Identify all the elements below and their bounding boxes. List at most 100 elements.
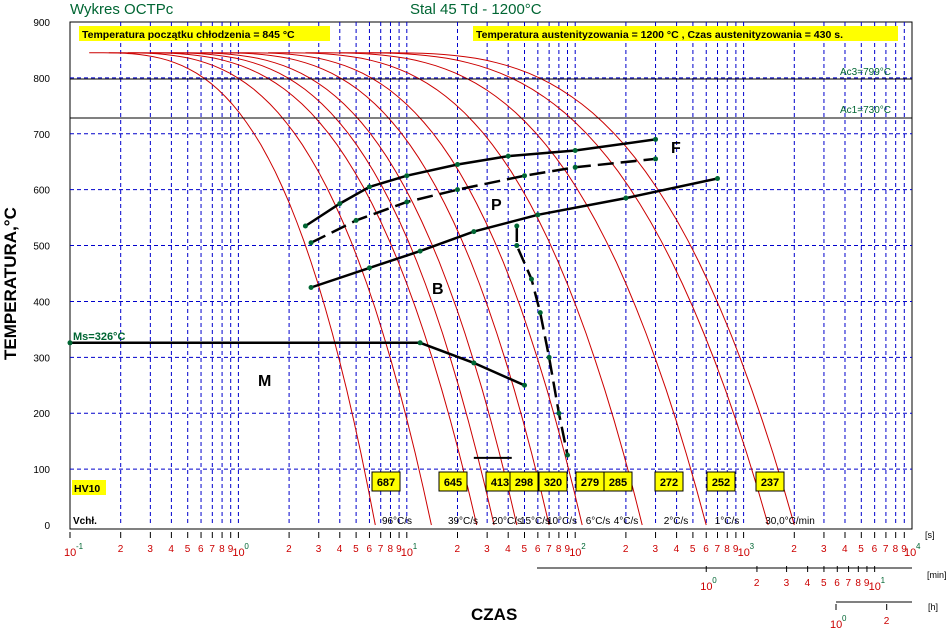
transformation-point xyxy=(404,199,410,205)
transformation-point xyxy=(546,354,552,360)
plot-area xyxy=(69,21,913,530)
transformation-point xyxy=(454,187,460,193)
seconds-axis-digit: 5 xyxy=(858,544,864,555)
minutes-axis-digit: 7 xyxy=(846,578,852,589)
y-tick-label: 500 xyxy=(33,242,50,253)
hardness-value: 320 xyxy=(544,477,562,489)
transformation-point xyxy=(535,212,541,218)
hardness-box xyxy=(603,471,633,492)
seconds-axis-digit: 4 xyxy=(505,544,511,555)
transformation-point xyxy=(514,223,520,229)
seconds-axis-digit: 3 xyxy=(821,544,827,555)
seconds-axis-digit: 3 xyxy=(316,544,322,555)
cooling-curve xyxy=(305,52,707,526)
hardness-value: 413 xyxy=(491,477,509,489)
hardness-value: 298 xyxy=(515,477,533,489)
cooling-rate-label: 15°C/s xyxy=(520,516,550,527)
transformation-point xyxy=(528,276,534,282)
seconds-axis-digit: 5 xyxy=(353,544,359,555)
hardness-boxes: 687 645 413 298 320 279 285 272 252 237 xyxy=(371,471,785,492)
cooling-curve xyxy=(268,52,643,526)
hv-title: HV10 xyxy=(74,483,100,495)
transformation-point xyxy=(404,173,410,179)
seconds-axis-exponent: -1 xyxy=(76,542,84,551)
seconds-axis-exponent: 2 xyxy=(581,542,586,551)
cooling-rate-label: 30,0°C/min xyxy=(765,516,815,527)
transformation-point xyxy=(302,223,308,229)
seconds-axis-digit: 7 xyxy=(378,544,384,555)
seconds-axis-digit: 5 xyxy=(522,544,528,555)
seconds-axis-digit: 3 xyxy=(147,544,153,555)
y-tick-label: 600 xyxy=(33,186,50,197)
aust-box xyxy=(473,26,898,41)
y-tick-label: 900 xyxy=(33,18,50,29)
seconds-axis-digit: 6 xyxy=(535,544,541,555)
transformation-point xyxy=(505,153,511,159)
seconds-axis-digit: 2 xyxy=(454,544,460,555)
transformation-point xyxy=(471,360,477,366)
transformation-point xyxy=(556,410,562,416)
hardness-value: 279 xyxy=(581,477,599,489)
transformation-point xyxy=(572,148,578,154)
minutes-axis-digit: 9 xyxy=(864,578,870,589)
seconds-axis-digit: 2 xyxy=(623,544,629,555)
seconds-axis-digit: 2 xyxy=(286,544,292,555)
hardness-box xyxy=(371,471,401,492)
seconds-axis-digit: 7 xyxy=(209,544,215,555)
transformation-point xyxy=(366,265,372,271)
y-tick-label: 0 xyxy=(44,521,50,532)
cooling-rate-label: 10°C/s xyxy=(547,516,577,527)
y-tick-label: 200 xyxy=(33,409,50,420)
seconds-axis-digit: 7 xyxy=(883,544,889,555)
minutes-axis-digit: 2 xyxy=(754,578,760,589)
transformation-point xyxy=(715,175,721,181)
seconds-axis-digit: 4 xyxy=(842,544,848,555)
transformation-point xyxy=(417,340,423,346)
y-axis-title: TEMPERATURA,°C xyxy=(1,207,20,360)
region-ferrite: F xyxy=(671,140,681,157)
seconds-axis-exponent: 4 xyxy=(916,542,921,551)
seconds-axis-digit: 4 xyxy=(337,544,343,555)
transformation-point xyxy=(537,310,543,316)
cooling-curve xyxy=(230,52,583,526)
hardness-box xyxy=(509,471,539,492)
minutes-axis-digit: 6 xyxy=(834,578,840,589)
seconds-axis-exponent: 0 xyxy=(244,542,249,551)
transformation-line xyxy=(304,138,656,228)
transformation-point xyxy=(353,217,359,223)
hardness-value: 272 xyxy=(660,477,678,489)
seconds-axis-digit: 9 xyxy=(901,544,907,555)
transformation-point xyxy=(653,156,659,162)
seconds-axis-digit: 7 xyxy=(715,544,721,555)
region-bainite: B xyxy=(432,281,444,298)
y-tick-label: 800 xyxy=(33,74,50,85)
seconds-axis-digit: 9 xyxy=(396,544,402,555)
seconds-axis-decade: 10 xyxy=(401,547,413,559)
hardness-box xyxy=(654,471,684,492)
start-temp-label: Temperatura początku chłodzenia = 845 °C xyxy=(82,29,295,41)
region-pearlite: P xyxy=(491,197,502,214)
transformation-point xyxy=(514,243,520,249)
transformation-point xyxy=(366,184,372,190)
seconds-axis-digit: 8 xyxy=(556,544,562,555)
transformation-point xyxy=(471,229,477,235)
seconds-axis-digit: 4 xyxy=(674,544,680,555)
cooling-rate-label: 6°C/s xyxy=(586,516,611,527)
transformation-point xyxy=(337,201,343,207)
seconds-axis-digit: 6 xyxy=(198,544,204,555)
seconds-axis-digit: 8 xyxy=(893,544,899,555)
minutes-axis-digit: 5 xyxy=(821,578,827,589)
seconds-axis-decade: 10 xyxy=(232,547,244,559)
hours-axis-exponent: 0 xyxy=(842,614,847,623)
transformation-point xyxy=(417,248,423,254)
transformation-line xyxy=(70,341,526,387)
seconds-axis-digit: 5 xyxy=(185,544,191,555)
transformation-point xyxy=(454,162,460,168)
transformation-point xyxy=(653,136,659,142)
hardness-box xyxy=(755,471,785,492)
cooling-rate-label: 2°C/s xyxy=(664,516,689,527)
transformation-point xyxy=(67,340,73,346)
cooling-rate-label: 20°C/s xyxy=(492,516,522,527)
transformation-point xyxy=(564,452,570,458)
seconds-axis-digit: 6 xyxy=(872,544,878,555)
